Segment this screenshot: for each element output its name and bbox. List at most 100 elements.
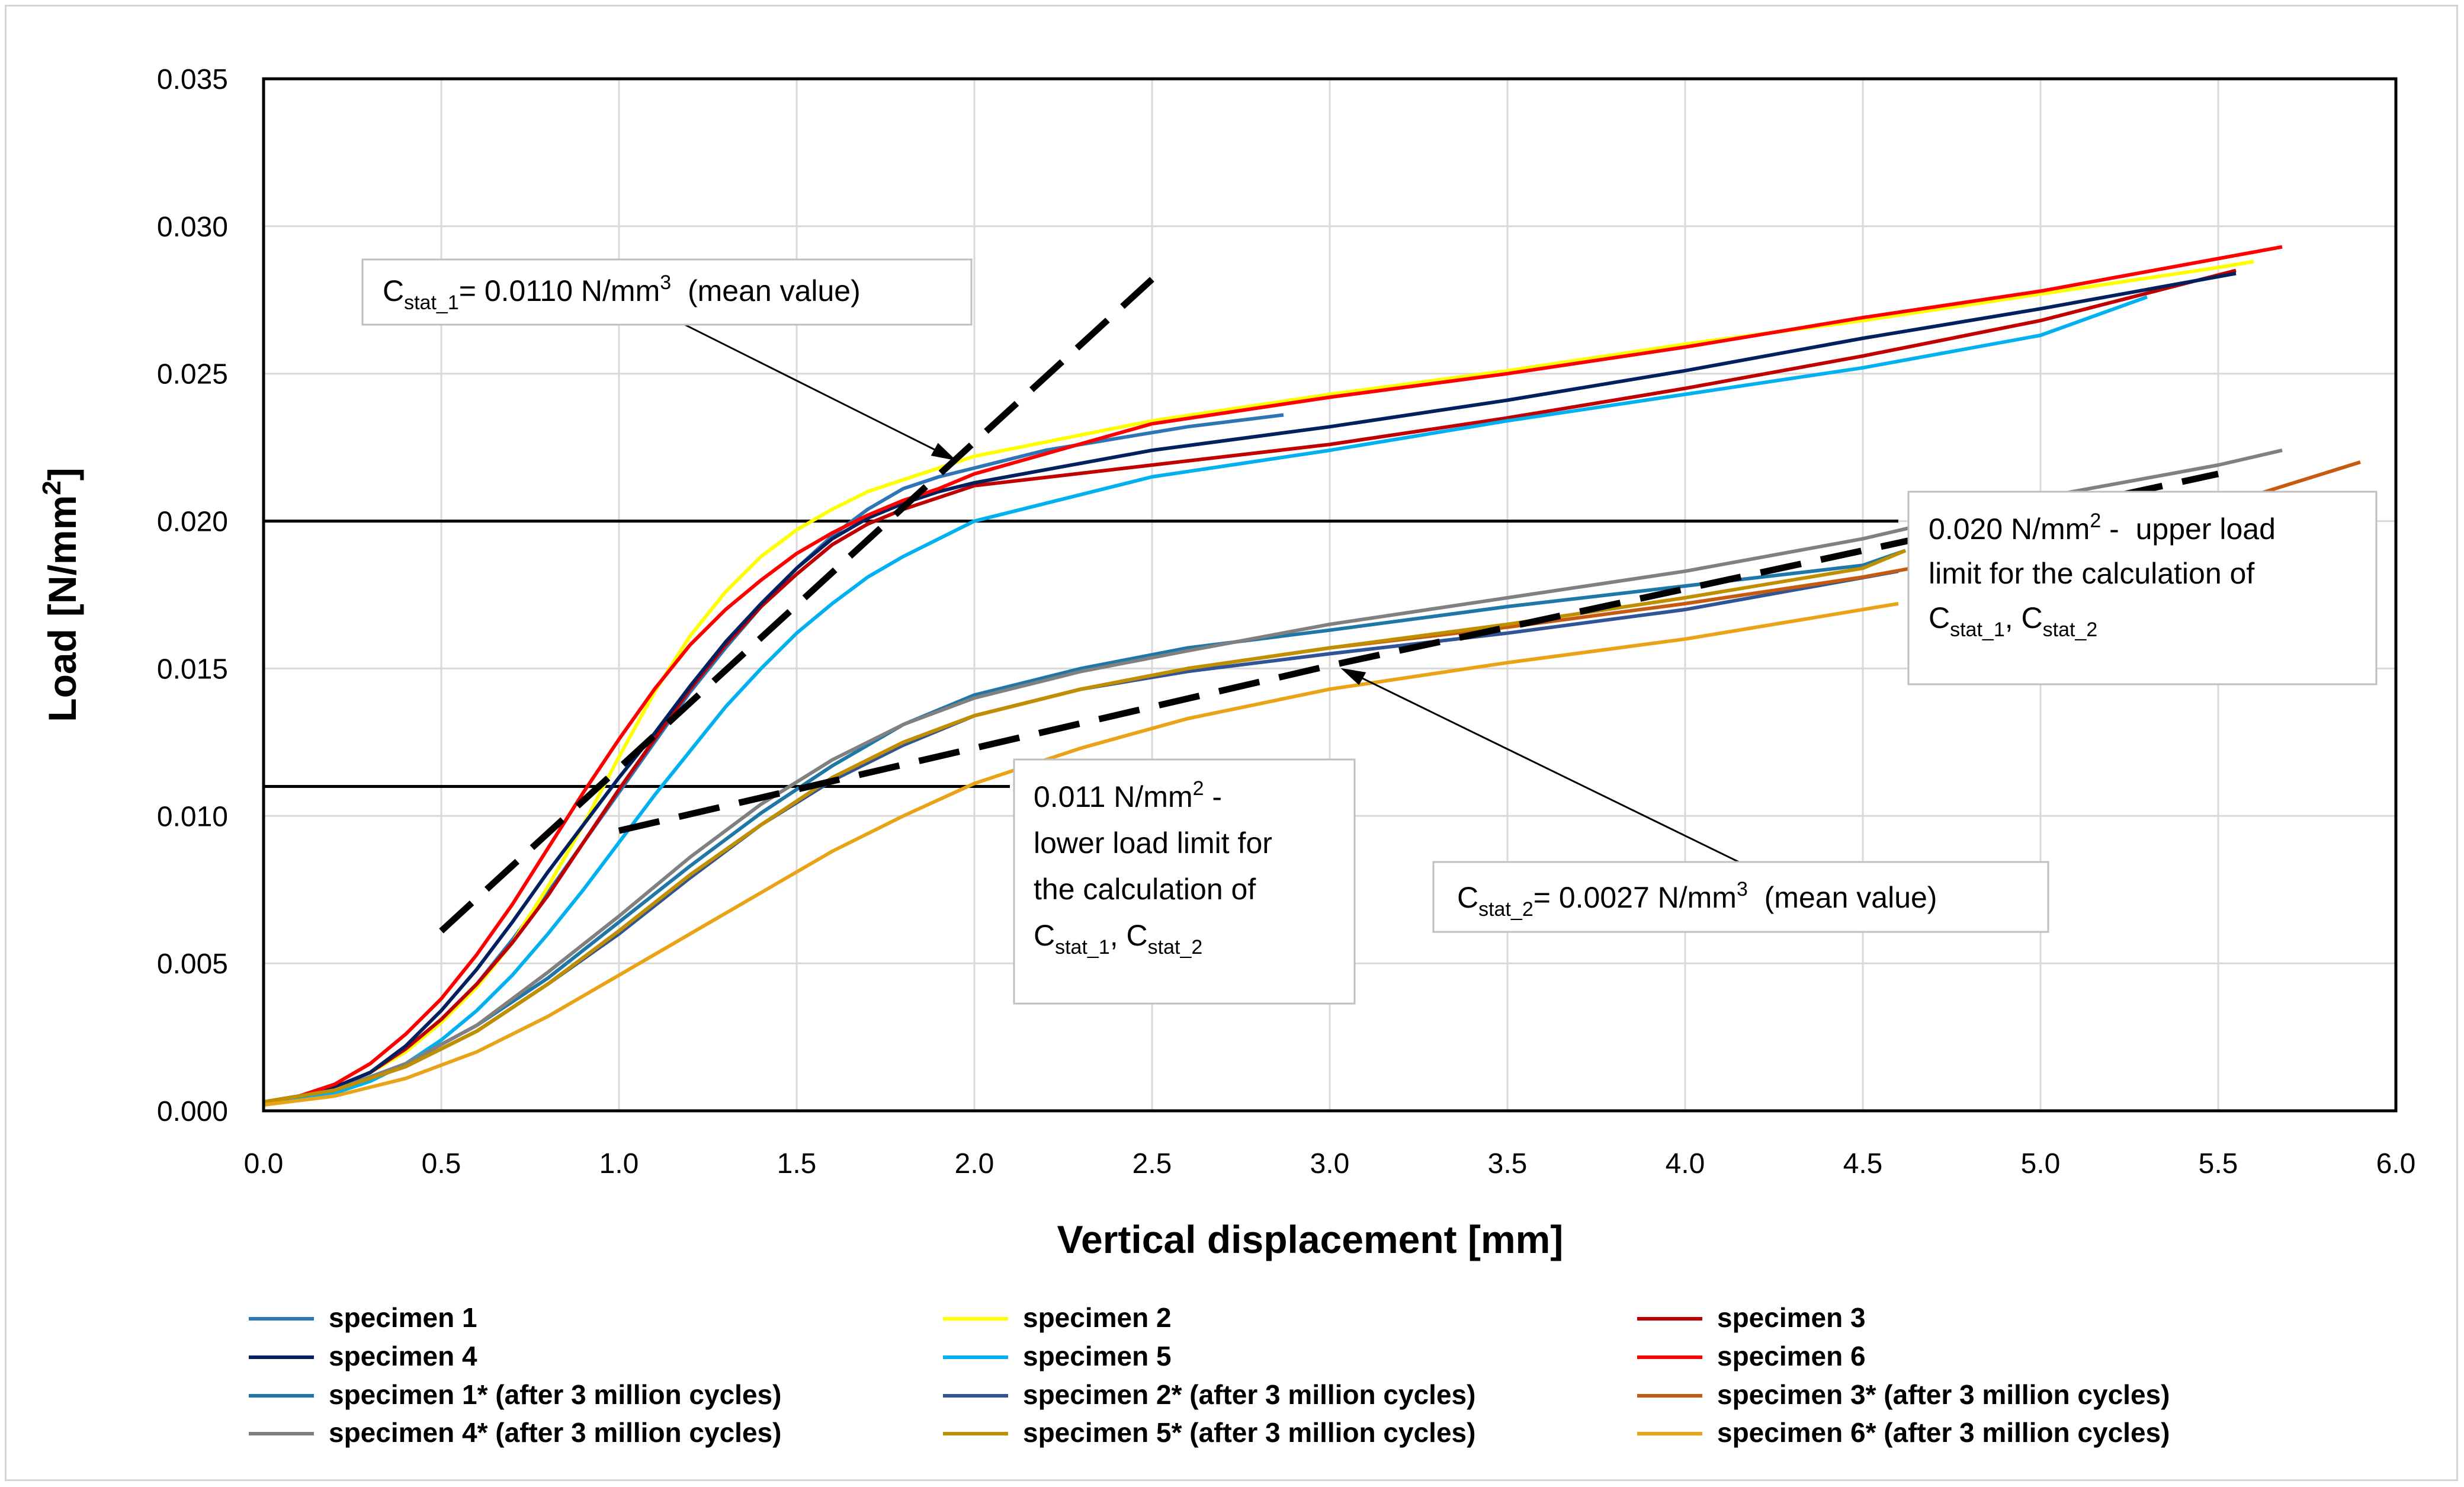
- upper-mid: , C: [2005, 601, 2043, 634]
- lower-limit-line1: 0.011 N/mm2 -: [1034, 777, 1222, 813]
- cstat1-symbol: C: [383, 274, 404, 307]
- figure-frame: [5, 5, 2458, 1481]
- y-tick-labels: 0.000 0.005 0.010 0.015 0.020 0.025 0.030 0.035: [157, 64, 228, 1127]
- x-tick-label-6: 3.0: [1310, 1148, 1350, 1180]
- x-tick-label-4: 2.0: [955, 1148, 994, 1180]
- x-tick-label-11: 5.5: [2199, 1148, 2238, 1180]
- x-tick-label-0: 0.0: [244, 1148, 284, 1180]
- cstat2-symbol: C: [1457, 881, 1478, 914]
- lower-limit-line3: the calculation of: [1034, 873, 1256, 906]
- y-axis-label-close: ]: [40, 467, 84, 480]
- series-line-6: [263, 245, 2283, 1104]
- cstat2-arrowhead: [1340, 668, 1366, 685]
- cstat2-value: = 0.0027 N/mm: [1533, 881, 1737, 914]
- x-tick-label-8: 4.0: [1666, 1148, 1705, 1180]
- upper-limit-line2: limit for the calculation of: [1929, 557, 2254, 590]
- series-line-2: [263, 259, 2254, 1104]
- cstat1-box: [361, 258, 973, 326]
- x-tick-label-1: 0.5: [422, 1148, 461, 1180]
- cstat2-subscript: stat_2: [1478, 898, 1533, 921]
- cstat1-text: Cstat_1= 0.0110 N/mm3 (mean value): [383, 271, 861, 314]
- legend-label-4: specimen 4: [329, 1341, 477, 1371]
- y-tick-label-4: 0.020: [157, 507, 228, 538]
- cstat2-superscript: 3: [1737, 878, 1748, 900]
- x-axis-label: Vertical displacement [mm]: [1057, 1217, 1564, 1261]
- lower-c1: C: [1034, 919, 1055, 952]
- legend-label-2: specimen 2: [1023, 1302, 1172, 1333]
- upper-sub1: stat_1: [1950, 618, 2005, 641]
- x-tick-label-2: 1.0: [599, 1148, 639, 1180]
- cstat2-box: [1432, 861, 2049, 933]
- y-tick-label-6: 0.030: [157, 211, 228, 243]
- legend-label-1: specimen 1: [329, 1302, 477, 1333]
- y-tick-label-7: 0.035: [157, 64, 228, 95]
- upper-limit-annotation: 0.020 N/mm2 - upper load limit for the c…: [1907, 491, 2378, 685]
- plot-area-border: [262, 77, 2398, 1113]
- upper-limit-rest: - upper load: [2101, 512, 2276, 546]
- cstat1-arrow: [663, 313, 941, 454]
- lower-sub2: stat_2: [1148, 936, 1203, 959]
- cstat2-suffix: (mean value): [1748, 881, 1937, 914]
- cstat1-suffix: (mean value): [671, 274, 861, 307]
- cstat2-annotation: Cstat_2= 0.0027 N/mm3 (mean value): [1432, 861, 2049, 933]
- y-tick-label-3: 0.015: [157, 653, 228, 685]
- y-axis-label-main: Load: [40, 629, 84, 722]
- reference-lines: [264, 520, 1898, 789]
- y-axis-label-sup: 2: [37, 480, 66, 495]
- legend-label-8: specimen 2* (after 3 million cycles): [1023, 1379, 1475, 1410]
- upper-sub2: stat_2: [2043, 618, 2098, 641]
- cstat2-text: Cstat_2= 0.0027 N/mm3 (mean value): [1457, 878, 1937, 921]
- cstat1-subscript: stat_1: [404, 291, 459, 314]
- lower-limit-box: [1013, 758, 1356, 1005]
- annotation-arrows: [663, 313, 1743, 865]
- upper-limit-sup: 2: [2090, 509, 2101, 532]
- legend-label-9: specimen 3* (after 3 million cycles): [1717, 1379, 2170, 1410]
- y-tick-label-1: 0.005: [157, 948, 228, 980]
- upper-limit-box: [1907, 491, 2378, 685]
- lower-limit-annotation: 0.011 N/mm2 - lower load limit for the c…: [1013, 758, 1356, 1005]
- upper-limit-line3: Cstat_1, Cstat_2: [1929, 601, 2097, 641]
- y-tick-label-2: 0.010: [157, 801, 228, 832]
- series-line-4: [263, 271, 2237, 1104]
- series-line-10: [263, 448, 2283, 1104]
- upper-c1: C: [1929, 601, 1950, 634]
- y-axis-label: Load [N/mm2]: [37, 467, 84, 722]
- fit-line-cstat1: [439, 277, 1154, 934]
- lower-limit-line4: Cstat_1, Cstat_2: [1034, 919, 1202, 959]
- y-axis-label-unit: [N/mm: [40, 495, 84, 617]
- lower-mid: , C: [1110, 919, 1148, 952]
- lower-limit-sup: 2: [1193, 777, 1204, 800]
- x-tick-label-12: 6.0: [2376, 1148, 2416, 1180]
- legend-label-10: specimen 4* (after 3 million cycles): [329, 1417, 781, 1448]
- x-tick-label-10: 5.0: [2021, 1148, 2061, 1180]
- x-tick-label-5: 2.5: [1132, 1148, 1172, 1180]
- y-tick-label-0: 0.000: [157, 1096, 228, 1127]
- legend-label-6: specimen 6: [1717, 1341, 1866, 1371]
- upper-limit-line1: 0.020 N/mm2 - upper load: [1929, 509, 2276, 546]
- legend-label-5: specimen 5: [1023, 1341, 1172, 1371]
- legend-label-11: specimen 5* (after 3 million cycles): [1023, 1417, 1475, 1448]
- x-tick-label-3: 1.5: [777, 1148, 817, 1180]
- lower-limit-line2: lower load limit for: [1034, 826, 1272, 860]
- lower-sub1: stat_1: [1055, 936, 1110, 959]
- cstat1-superscript: 3: [660, 271, 671, 294]
- lower-limit-value: 0.011 N/mm: [1034, 780, 1193, 813]
- cstat2-arrow: [1356, 674, 1743, 865]
- cstat1-value: = 0.0110 N/mm: [459, 274, 660, 307]
- legend-label-12: specimen 6* (after 3 million cycles): [1717, 1417, 2170, 1448]
- series-line-3: [263, 268, 2237, 1104]
- series-line-12: [263, 601, 1899, 1107]
- cstat1-annotation: Cstat_1= 0.0110 N/mm3 (mean value): [361, 258, 973, 326]
- legend-label-7: specimen 1* (after 3 million cycles): [329, 1379, 781, 1410]
- x-tick-label-7: 3.5: [1488, 1148, 1528, 1180]
- cstat1-arrowhead: [931, 443, 957, 461]
- y-tick-label-5: 0.025: [157, 359, 228, 390]
- x-tick-labels: 0.0 0.5 1.0 1.5 2.0 2.5 3.0 3.5 4.0 4.5 5.0 5.5 6.0: [244, 1148, 2416, 1180]
- x-tick-label-9: 4.5: [1843, 1148, 1883, 1180]
- upper-limit-value: 0.020 N/mm: [1929, 512, 2090, 546]
- legend: specimen 1 specimen 2 specimen 3 specimen 4…: [249, 1302, 2170, 1448]
- series-line-5: [263, 295, 2148, 1107]
- legend-label-3: specimen 3: [1717, 1302, 1866, 1333]
- data-series: [263, 245, 2361, 1107]
